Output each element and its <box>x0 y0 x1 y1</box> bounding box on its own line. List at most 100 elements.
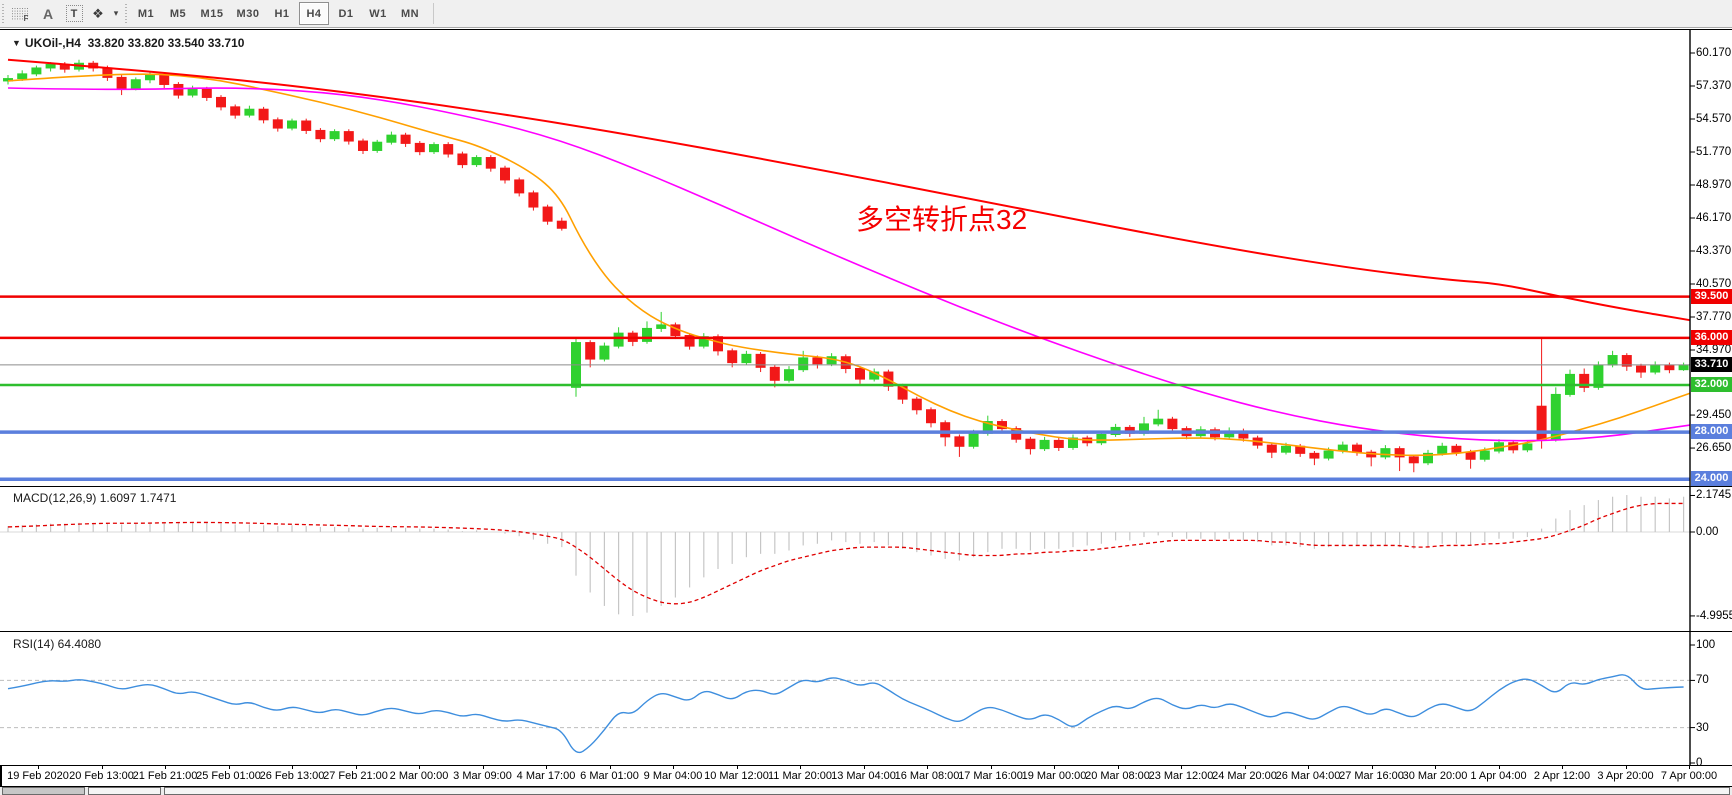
price-axis-label: 48.970 <box>1696 178 1732 191</box>
magenta-ma-line <box>7 87 1691 442</box>
rsi-indicator-panel[interactable] <box>0 632 1732 765</box>
date-axis-label: 17 Mar 16:00 <box>958 770 1023 782</box>
rsi-line <box>7 674 1684 754</box>
fibo-grid-icon: F <box>12 7 29 22</box>
date-tick <box>1117 766 1119 769</box>
date-axis-label: 4 Mar 17:00 <box>516 770 576 782</box>
date-tick <box>1244 766 1246 769</box>
price-axis-label: 46.170 <box>1696 211 1732 224</box>
fibo-grid-tool-button[interactable]: F <box>8 2 32 25</box>
date-axis-label: 16 Mar 08:00 <box>894 770 960 782</box>
price-level-badge: 39.500 <box>1691 288 1732 304</box>
timeframe-MN-button[interactable]: MN <box>400 7 420 20</box>
rsi-label: RSI(14) 64.4080 <box>13 637 102 651</box>
tools-dropdown-caret[interactable]: ▾ <box>113 8 119 18</box>
date-axis-label: 6 Mar 01:00 <box>580 770 639 782</box>
date-tick <box>1181 766 1182 769</box>
date-tick <box>101 766 103 769</box>
date-axis-label: 7 Apr 00:00 <box>1660 770 1718 782</box>
chart-tab[interactable] <box>164 787 1730 795</box>
date-tick <box>673 766 674 769</box>
symbol-quote: 33.820 33.820 33.540 33.710 <box>87 36 245 50</box>
date-axis-label: 30 Mar 20:00 <box>1402 770 1468 782</box>
main-price-chart[interactable] <box>0 30 1732 486</box>
date-axis-label: 24 Mar 20:00 <box>1212 770 1277 782</box>
panel-separator <box>0 631 1732 632</box>
price-axis-label: 51.770 <box>1696 145 1732 158</box>
arrows-tool-icon: ❖ <box>92 5 104 21</box>
date-tick <box>1625 766 1627 769</box>
price-level-badge: 24.000 <box>1691 471 1732 487</box>
macd-indicator-panel[interactable] <box>0 487 1732 631</box>
date-axis-label: 9 Mar 04:00 <box>643 770 703 782</box>
date-tick <box>38 766 39 769</box>
date-axis-label: 3 Mar 09:00 <box>453 770 512 782</box>
date-tick <box>1435 766 1436 769</box>
date-axis-label: 25 Feb 01:00 <box>196 770 261 782</box>
price-axis-label: 40.570 <box>1696 277 1732 290</box>
toolbar-grip[interactable] <box>124 4 129 24</box>
date-tick <box>863 766 865 769</box>
price-axis-label: 37.770 <box>1696 310 1732 323</box>
toolbar: F A T ❖ ▾ M1 M5 M15 M30 H1 H4 D1 W1 MN <box>0 0 1732 28</box>
rsi-axis-label: 70 <box>1696 674 1709 687</box>
timeframe-H1-button[interactable]: H1 <box>274 7 290 20</box>
toolbar-separator <box>433 3 434 24</box>
chart-top-border <box>0 29 1732 30</box>
chart-tab-active[interactable] <box>2 787 85 795</box>
text-tool-button[interactable]: T <box>62 2 86 25</box>
symbol-collapse-icon[interactable]: ▼ <box>12 38 21 48</box>
date-tick <box>609 766 611 769</box>
date-axis-label: 2 Apr 12:00 <box>1533 770 1591 782</box>
macd-axis-label: -4.9955 <box>1696 609 1732 622</box>
rsi-axis-label: 30 <box>1696 721 1709 734</box>
date-axis-label: 19 Feb 2020 <box>7 770 69 782</box>
date-axis-label: 11 Mar 20:00 <box>767 770 833 782</box>
bottom-tab-strip <box>0 787 1732 795</box>
date-tick <box>355 766 357 769</box>
strip-border <box>0 786 1732 787</box>
symbol-title: UKOil-,H4 <box>24 36 81 50</box>
text-tool-icon: T <box>65 5 83 22</box>
text-label-tool-button[interactable]: A <box>42 5 54 22</box>
timeframe-M1-button[interactable]: M1 <box>137 7 155 20</box>
macd-axis-label: 0.00 <box>1696 526 1719 538</box>
timeframe-D1-button[interactable]: D1 <box>338 7 354 20</box>
date-axis-label: 26 Mar 04:00 <box>1275 770 1341 782</box>
date-tick <box>1308 766 1309 769</box>
timeframe-M5-button[interactable]: M5 <box>169 7 187 20</box>
macd-label: MACD(12,26,9) 1.6097 1.7471 <box>13 491 177 505</box>
date-axis-label: 1 Apr 04:00 <box>1470 770 1527 782</box>
price-level-badge: 32.000 <box>1691 377 1732 392</box>
date-tick <box>1562 766 1563 769</box>
timeframe-M15-button[interactable]: M15 <box>200 7 224 20</box>
date-axis-label: 2 Mar 00:00 <box>389 770 449 782</box>
timeframe-M30-button[interactable]: M30 <box>236 7 260 20</box>
date-tick <box>165 766 166 769</box>
timeframe-W1-button[interactable]: W1 <box>369 7 387 20</box>
date-axis-label: 26 Feb 13:00 <box>259 770 325 782</box>
price-axis-label: 54.570 <box>1696 112 1732 125</box>
arrows-tool-button[interactable]: ❖ <box>86 2 110 25</box>
orange-ma-line <box>7 73 1691 457</box>
date-axis-label: 19 Mar 00:00 <box>1021 770 1087 782</box>
chart-tab[interactable] <box>88 787 161 795</box>
price-level-badge: 28.000 <box>1691 424 1732 440</box>
rsi-axis-label: 0 <box>1696 757 1703 769</box>
svg-text:F: F <box>24 14 29 22</box>
date-axis-label: 27 Feb 21:00 <box>323 770 388 782</box>
date-tick <box>1054 766 1055 769</box>
price-axis-label: 29.450 <box>1696 409 1732 422</box>
timeframe-H4-button[interactable]: H4 <box>299 2 329 25</box>
panel-separator <box>0 765 1732 766</box>
date-axis-label: 10 Mar 12:00 <box>704 770 769 782</box>
symbol-ohlc-label: ▼ UKOil-,H4 33.820 33.820 33.540 33.710 <box>12 36 244 50</box>
toolbar-grip[interactable] <box>1 4 6 24</box>
date-axis-label: 3 Apr 20:00 <box>1597 770 1654 782</box>
rsi-axis-label: 100 <box>1696 639 1716 651</box>
date-axis-label: 27 Mar 16:00 <box>1339 770 1404 782</box>
chart-text-annotation[interactable]: 多空转折点32 <box>856 204 1028 235</box>
date-tick <box>228 766 230 769</box>
date-tick <box>482 766 484 769</box>
